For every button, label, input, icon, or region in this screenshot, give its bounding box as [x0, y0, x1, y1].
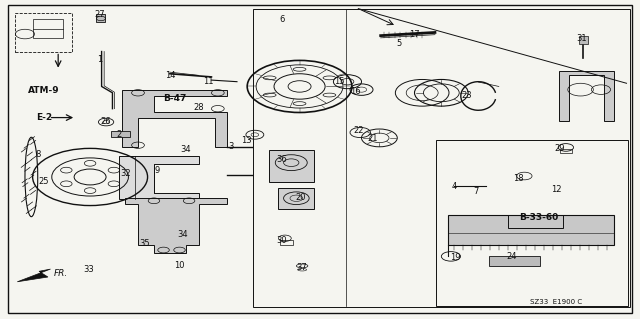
Bar: [15, 13, 72, 51]
Text: 33: 33: [83, 264, 94, 274]
Text: 13: 13: [241, 136, 252, 145]
Text: FR.: FR.: [54, 269, 68, 278]
Text: 15: 15: [334, 77, 344, 86]
Text: 4: 4: [451, 182, 457, 191]
Text: ATM-9: ATM-9: [28, 86, 60, 95]
Text: 8: 8: [35, 150, 40, 159]
Text: 5: 5: [396, 39, 401, 48]
Text: 23: 23: [461, 92, 472, 100]
Text: 6: 6: [279, 15, 284, 24]
Bar: [278, 188, 314, 209]
Text: 31: 31: [577, 34, 587, 43]
Bar: [560, 149, 572, 153]
Text: 21: 21: [367, 134, 378, 143]
Polygon shape: [125, 197, 227, 253]
Text: 18: 18: [513, 174, 524, 183]
Text: 10: 10: [174, 261, 185, 271]
Text: 1: 1: [97, 55, 102, 64]
Text: 28: 28: [193, 103, 204, 112]
Text: 32: 32: [120, 169, 131, 178]
Bar: [33, 19, 63, 38]
Text: 12: 12: [551, 185, 561, 194]
Text: 25: 25: [39, 177, 49, 186]
Text: 20: 20: [296, 193, 306, 202]
Polygon shape: [17, 269, 51, 282]
Text: 36: 36: [276, 155, 287, 164]
Bar: [253, 9, 630, 307]
Text: 17: 17: [409, 30, 420, 39]
Text: 27: 27: [94, 11, 105, 19]
Bar: [436, 140, 628, 306]
Text: 3: 3: [228, 142, 234, 151]
Text: E-2: E-2: [36, 113, 52, 122]
Text: 34: 34: [177, 230, 188, 239]
Text: 37: 37: [297, 263, 307, 272]
Text: 22: 22: [353, 126, 364, 135]
Bar: [97, 14, 106, 22]
Bar: [280, 240, 293, 245]
Polygon shape: [559, 70, 614, 122]
Polygon shape: [122, 90, 227, 147]
Text: 29: 29: [554, 144, 564, 153]
Text: B-33-60: B-33-60: [519, 213, 558, 222]
Bar: [579, 36, 588, 44]
Text: 11: 11: [203, 77, 214, 86]
Text: 9: 9: [154, 166, 160, 175]
Bar: [111, 131, 130, 137]
Text: 24: 24: [506, 252, 517, 261]
Text: 34: 34: [180, 145, 191, 154]
Text: 2: 2: [116, 130, 122, 138]
Text: B-47: B-47: [163, 94, 186, 103]
Text: 14: 14: [164, 71, 175, 80]
Text: 19: 19: [450, 254, 461, 263]
Text: 16: 16: [350, 87, 360, 96]
Text: 30: 30: [276, 236, 287, 245]
Bar: [448, 215, 614, 245]
Text: 7: 7: [474, 187, 479, 196]
Bar: [489, 256, 540, 266]
Bar: [269, 150, 314, 182]
Bar: [508, 215, 563, 228]
Text: SZ33  E1900 C: SZ33 E1900 C: [530, 299, 582, 305]
Text: 35: 35: [139, 239, 150, 248]
Polygon shape: [119, 156, 198, 199]
Text: 26: 26: [100, 117, 111, 126]
